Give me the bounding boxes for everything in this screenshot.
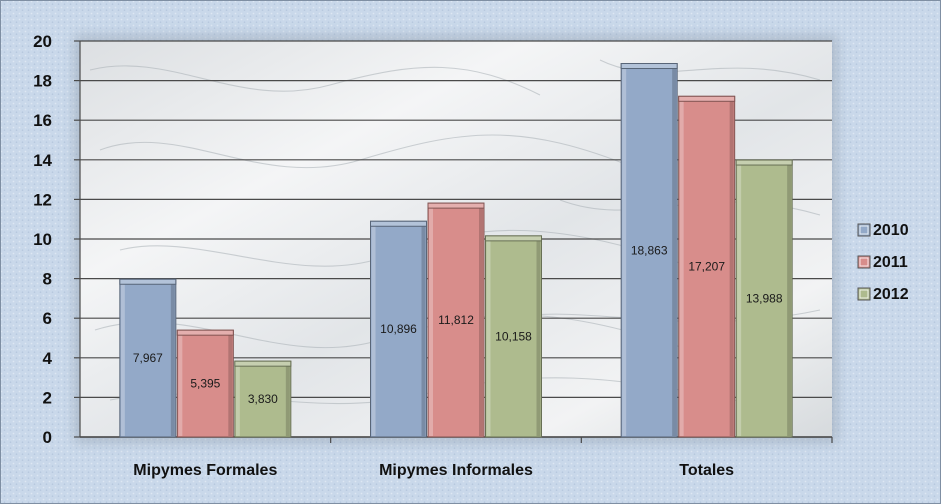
y-tick-label: 18 [33, 72, 52, 91]
x-category-label: Mipymes Formales [133, 462, 277, 479]
bar-2011-1 [427, 202, 485, 438]
legend-swatch-bevel [859, 225, 869, 235]
bar-edge-shade [421, 222, 426, 436]
y-tick-label: 10 [33, 230, 52, 249]
bar-highlight [737, 161, 742, 436]
bar-2012-1 [485, 235, 542, 438]
bar-2011-2 [678, 95, 736, 438]
bar-2010-2 [620, 63, 678, 438]
bar-highlight [486, 236, 491, 436]
legend-label-2010: 2010 [873, 222, 909, 239]
marble-vein [89, 65, 541, 96]
bar-highlight [178, 331, 183, 436]
data-label: 7,967 [133, 351, 163, 365]
data-label: 13,988 [746, 292, 783, 306]
bar-edge-shade [285, 362, 290, 436]
y-tick-label: 12 [33, 190, 52, 209]
bar-cap [427, 202, 485, 209]
bar-edge-shade [672, 64, 677, 436]
legend-label-2012: 2012 [873, 286, 909, 303]
bar-edge-shade [479, 204, 483, 436]
data-label: 18,863 [631, 243, 668, 257]
y-tick-label: 16 [33, 111, 52, 130]
bar-highlight [622, 64, 627, 436]
y-tick-label: 8 [43, 270, 52, 289]
bar-2012-0 [234, 360, 292, 438]
legend-swatch-2012 [857, 287, 871, 301]
bar-edge-shade [787, 161, 792, 436]
data-label: 17,207 [688, 260, 725, 274]
legend-swatch-2010 [857, 223, 871, 237]
bar-edge-shade [170, 280, 175, 436]
bar-cap [485, 235, 542, 242]
bar-cap [176, 329, 234, 336]
y-tick-label: 6 [43, 309, 52, 328]
bar-edge-shade [729, 97, 734, 437]
legend-swatch-2011 [857, 255, 871, 269]
x-category-label: Totales [679, 462, 734, 479]
data-label: 5,395 [190, 377, 220, 391]
bar-highlight [429, 204, 433, 436]
bar-highlight [679, 97, 684, 437]
bar-cap [234, 360, 292, 367]
legend-swatch-bevel [859, 289, 869, 299]
y-tick-label: 20 [33, 32, 52, 51]
bar-2011-0 [176, 329, 234, 438]
y-tick-label: 4 [43, 349, 53, 368]
x-category-label: Mipymes Informales [379, 462, 533, 479]
bar-2012-2 [735, 159, 793, 438]
legend-swatch-bevel [859, 257, 869, 267]
bar-2010-1 [370, 220, 427, 438]
legend-label-2011: 2011 [873, 254, 908, 271]
data-label: 10,158 [495, 329, 532, 343]
data-label: 10,896 [380, 322, 417, 336]
data-label: 11,812 [438, 313, 474, 327]
y-tick-label: 2 [43, 388, 52, 407]
bar-edge-shade [536, 236, 541, 436]
bar-highlight [235, 362, 240, 436]
bar-highlight [120, 280, 125, 436]
y-tick-label: 0 [43, 428, 52, 447]
bar-cap [119, 278, 177, 285]
bar-cap [370, 220, 427, 227]
bar-cap [735, 159, 793, 166]
bar-highlight [371, 222, 376, 436]
data-label: 3,830 [248, 392, 278, 406]
y-tick-label: 14 [33, 151, 52, 170]
bar-cap [678, 95, 736, 102]
bar-2010-0 [119, 278, 177, 438]
bar-cap [620, 63, 678, 70]
bar-edge-shade [228, 331, 233, 436]
